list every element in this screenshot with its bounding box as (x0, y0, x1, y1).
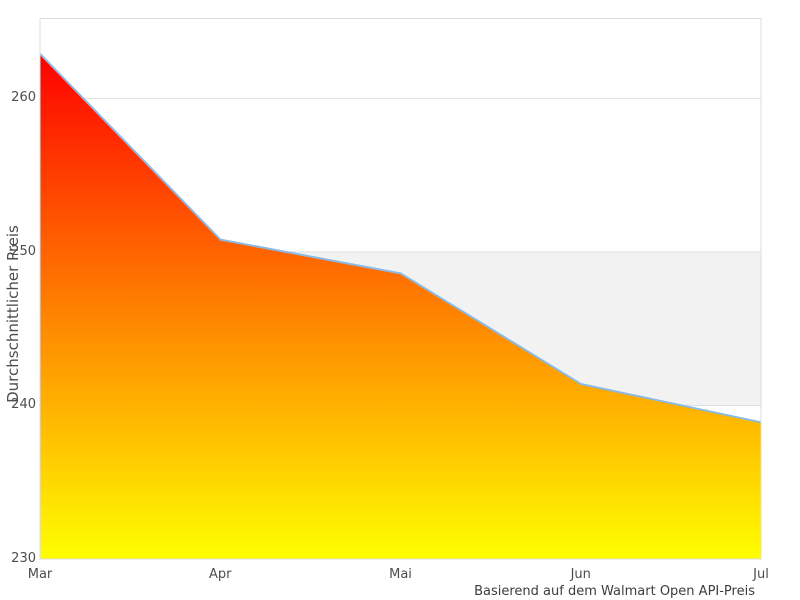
area-line (39, 53, 762, 424)
x-tick-label: Jul (753, 567, 769, 582)
y-tick-label: 250 (11, 243, 36, 259)
y-tick-label: 260 (11, 90, 36, 106)
plot-border (39, 18, 762, 560)
x-tick-label: Mai (389, 567, 412, 582)
y-tick-label: 230 (11, 551, 36, 566)
x-tick-label: Apr (209, 567, 232, 582)
chart-caption: Basierend auf dem Walmart Open API-Preis (474, 584, 755, 599)
y-axis-title: Durchschnittlicher Preis (4, 225, 22, 403)
x-tick-label: Jun (570, 567, 591, 582)
x-tick-label: Mar (27, 567, 53, 582)
y-tick-label: 240 (11, 397, 36, 413)
area-fill (40, 53, 761, 560)
